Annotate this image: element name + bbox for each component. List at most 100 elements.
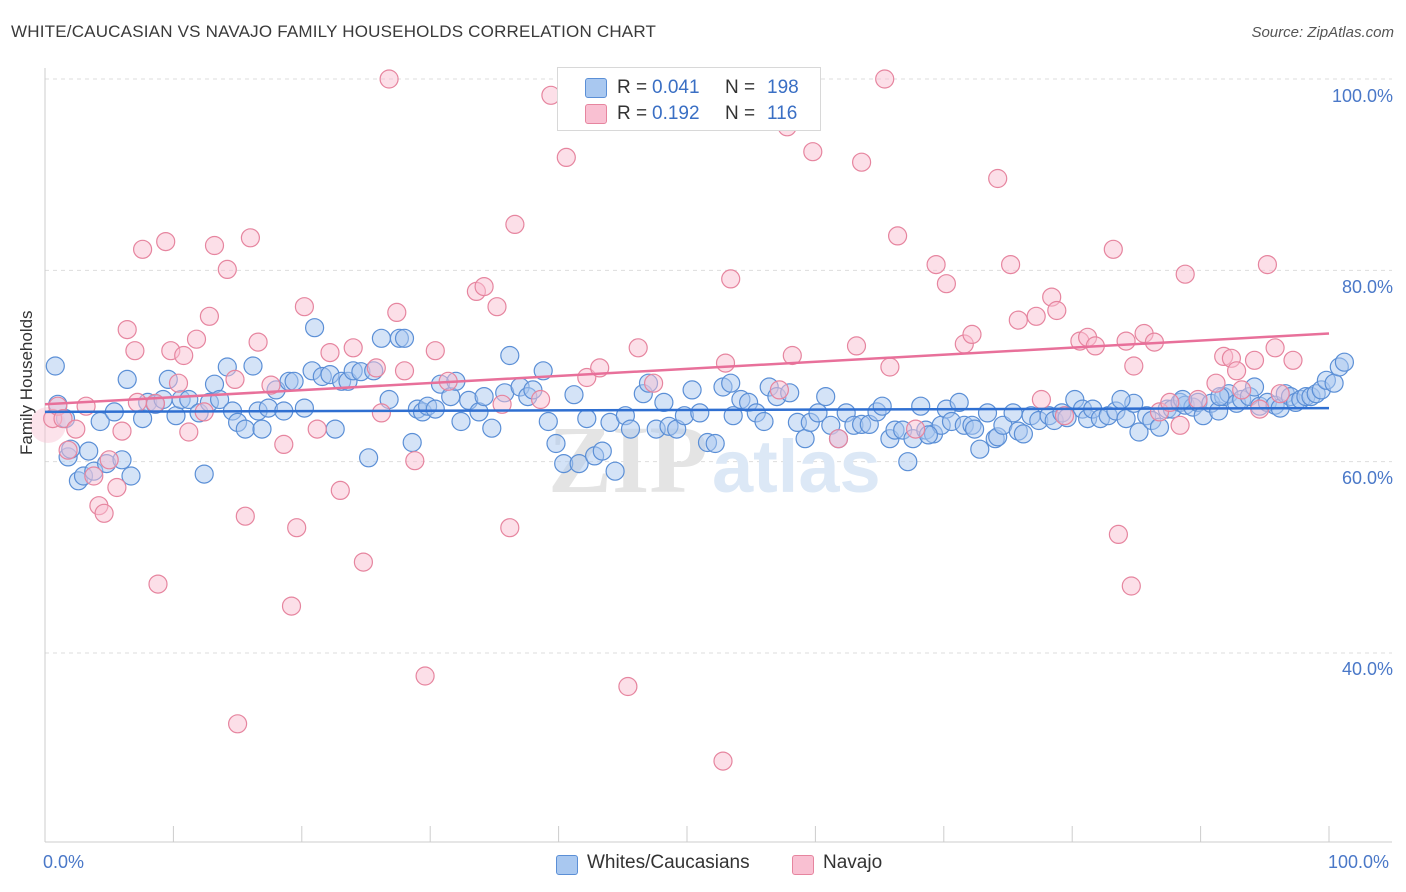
whites-point xyxy=(121,466,141,486)
navajo-point xyxy=(1000,255,1021,275)
y-tick-label-100: 100.0% xyxy=(1331,86,1393,106)
navajo-point xyxy=(1188,389,1208,410)
navajo-point xyxy=(962,324,982,344)
correlation-legend: R = 0.041 N = 198 R = 0.192 N = 116 xyxy=(557,67,821,131)
whites-point xyxy=(252,419,272,439)
whites-point xyxy=(721,373,741,393)
whites-point xyxy=(371,328,391,348)
y-axis-label: Family Households xyxy=(17,310,36,455)
navajo-point xyxy=(179,422,199,442)
chart-title: WHITE/CAUCASIAN VS NAVAJO FAMILY HOUSEHO… xyxy=(11,22,657,41)
navajo-point xyxy=(721,269,741,289)
navajo-point xyxy=(294,297,314,317)
x-tick-label-100: 100.0% xyxy=(1328,852,1390,872)
navajo-point xyxy=(307,419,327,439)
whites-trend-line xyxy=(44,406,1330,414)
navajo-point xyxy=(828,429,849,449)
whites-point xyxy=(564,385,584,405)
whites-point xyxy=(816,387,836,407)
navajo-point xyxy=(1054,406,1075,426)
navajo-point xyxy=(1206,373,1226,393)
legend-r-value: 0.041 xyxy=(652,77,700,98)
whites-point xyxy=(235,419,255,439)
navajo-point xyxy=(53,409,73,429)
bottom-legend-whites: Whites/Caucasians xyxy=(587,852,750,873)
navajo-point xyxy=(618,676,638,697)
navajo-point xyxy=(851,152,872,172)
navajo-point xyxy=(156,232,176,252)
navajo-point xyxy=(225,369,245,389)
navajo-point xyxy=(84,466,104,486)
navajo-point xyxy=(1160,392,1180,412)
navajo-point xyxy=(926,255,946,275)
navajo-point xyxy=(715,353,736,373)
y-tick-label-60: 60.0% xyxy=(1341,468,1393,488)
whites-point xyxy=(1013,424,1034,444)
navajo-point xyxy=(99,450,119,470)
whites-point xyxy=(605,461,625,481)
navajo-point xyxy=(713,751,733,771)
navajo-point xyxy=(505,214,525,234)
whites-point xyxy=(359,448,379,468)
legend-row-whites: R = 0.041 N = 198 xyxy=(558,76,820,102)
navajo-point xyxy=(1124,356,1144,376)
whites-point xyxy=(1111,389,1131,410)
x-tick-label-0: 0.0% xyxy=(43,852,85,872)
legend-swatch-whites xyxy=(585,78,607,98)
navajo-point xyxy=(112,421,132,441)
navajo-point xyxy=(1270,384,1290,404)
whites-point xyxy=(964,419,985,439)
navajo-point xyxy=(1008,310,1028,330)
navajo-point xyxy=(474,277,494,297)
navajo-point xyxy=(199,306,219,326)
navajo-point xyxy=(125,341,145,361)
whites-point xyxy=(911,396,931,416)
navajo-point xyxy=(127,392,147,412)
whites-point xyxy=(754,411,774,432)
whites-point xyxy=(1324,373,1344,393)
navajo-point xyxy=(425,341,445,361)
navajo-point xyxy=(803,142,823,162)
whites-point xyxy=(482,418,502,438)
navajo-point xyxy=(1031,389,1052,410)
navajo-point xyxy=(405,451,425,471)
navajo-point xyxy=(204,235,225,256)
navajo-point xyxy=(320,343,340,363)
navajo-point xyxy=(107,477,127,498)
navajo-point xyxy=(1232,380,1252,400)
navajo-point xyxy=(1265,338,1285,358)
whites-point xyxy=(79,441,99,461)
whites-point xyxy=(194,464,214,484)
whites-point xyxy=(402,432,422,453)
navajo-point xyxy=(261,375,281,395)
whites-point xyxy=(305,318,325,338)
navajo-point xyxy=(235,506,255,526)
whites-point xyxy=(690,403,710,423)
trend-lines xyxy=(44,332,1330,414)
whites-point xyxy=(970,439,990,459)
legend-n-label: N = xyxy=(725,77,756,98)
navajo-point xyxy=(168,373,189,393)
navajo-point xyxy=(366,358,386,378)
whites-point xyxy=(166,406,186,426)
navajo-point xyxy=(387,302,407,322)
navajo-point xyxy=(174,345,194,366)
whites-point xyxy=(682,380,702,400)
navajo-point xyxy=(556,147,576,167)
whites-point xyxy=(569,454,589,474)
navajo-point xyxy=(186,329,207,349)
grid-lines xyxy=(45,78,1392,654)
whites-point xyxy=(451,411,471,432)
navajo-point xyxy=(287,518,307,538)
legend-r-value: 0.192 xyxy=(652,103,700,124)
navajo-point xyxy=(228,714,248,734)
whites-point xyxy=(620,419,641,439)
navajo-point xyxy=(1026,306,1046,326)
legend-n-value: 198 xyxy=(767,77,799,98)
legend-row-navajo: R = 0.192 N = 116 xyxy=(558,102,820,128)
scatter-points xyxy=(30,69,1355,771)
navajo-point xyxy=(94,503,114,523)
navajo-point xyxy=(1047,300,1067,321)
bottom-legend-swatch-whites xyxy=(556,855,578,875)
